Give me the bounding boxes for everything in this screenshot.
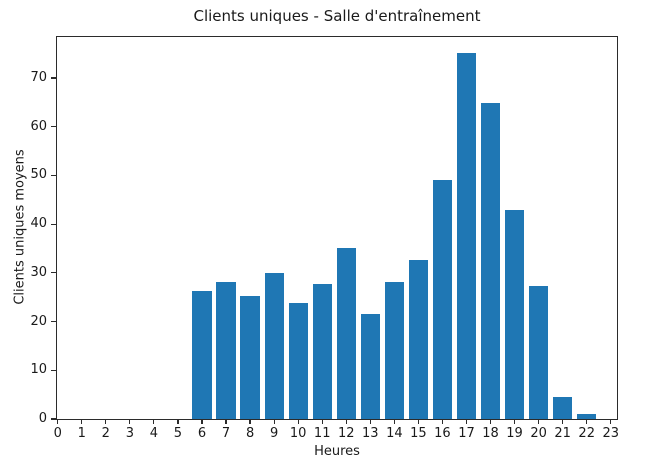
chart-title: Clients uniques - Salle d'entraînement [193, 7, 481, 25]
x-tick-label-1: 1 [77, 426, 86, 441]
x-tick-mark-2 [105, 420, 107, 424]
bar-hour-18 [480, 102, 501, 419]
y-tick-mark-50 [51, 174, 56, 176]
x-tick-label-11: 11 [313, 426, 331, 441]
bar-hour-17 [456, 53, 477, 419]
x-tick-mark-6 [201, 420, 203, 424]
x-tick-label-16: 16 [434, 426, 451, 441]
x-tick-mark-4 [153, 420, 155, 424]
y-tick-label-10: 10 [30, 362, 47, 378]
x-tick-mark-0 [57, 420, 59, 424]
x-tick-label-21: 21 [554, 426, 571, 441]
bar-hour-13 [360, 313, 380, 419]
y-tick-mark-40 [51, 223, 56, 225]
y-tick-mark-20 [51, 320, 56, 323]
x-tick-label-15: 15 [410, 426, 427, 441]
x-tick-mark-18 [489, 420, 492, 424]
x-tick-mark-1 [81, 420, 83, 424]
y-tick-mark-10 [51, 369, 56, 371]
x-tick-mark-19 [513, 420, 516, 424]
x-tick-mark-7 [225, 420, 227, 424]
bar-hour-8 [240, 296, 260, 419]
x-tick-label-4: 4 [149, 426, 159, 441]
x-tick-label-20: 20 [530, 426, 547, 441]
bar-hour-20 [528, 285, 549, 419]
x-tick-mark-8 [249, 420, 251, 424]
bar-hour-15 [408, 259, 428, 419]
x-tick-label-3: 3 [125, 426, 134, 441]
x-tick-mark-14 [393, 420, 395, 424]
y-tick-label-40: 40 [30, 216, 47, 232]
x-tick-label-9: 9 [269, 426, 279, 441]
bar-hour-11 [312, 284, 332, 419]
x-tick-mark-17 [465, 420, 468, 424]
x-tick-mark-9 [273, 420, 275, 424]
bar-hour-6 [192, 291, 212, 419]
x-tick-label-17: 17 [458, 426, 475, 441]
x-tick-mark-10 [297, 420, 299, 424]
x-tick-label-7: 7 [221, 426, 231, 441]
y-tick-label-70: 70 [30, 69, 47, 85]
x-tick-label-13: 13 [362, 426, 379, 441]
x-tick-label-12: 12 [337, 426, 355, 441]
x-tick-label-23: 23 [602, 426, 619, 441]
x-tick-mark-11 [321, 420, 323, 424]
y-tick-label-20: 20 [30, 313, 47, 329]
bar-hour-10 [288, 303, 308, 419]
y-tick-label-60: 60 [30, 118, 47, 134]
x-tick-label-14: 14 [386, 426, 403, 441]
x-tick-mark-13 [369, 420, 371, 424]
x-tick-label-10: 10 [289, 426, 307, 441]
x-tick-label-8: 8 [245, 426, 255, 441]
y-tick-mark-30 [51, 272, 56, 274]
x-tick-label-0: 0 [53, 426, 62, 441]
bar-hour-16 [432, 180, 453, 419]
x-tick-mark-16 [441, 420, 444, 424]
x-tick-label-22: 22 [578, 426, 595, 441]
bar-hour-9 [264, 273, 284, 419]
x-tick-label-5: 5 [173, 426, 183, 441]
x-tick-mark-5 [177, 420, 179, 424]
x-tick-mark-23 [610, 420, 612, 424]
x-tick-mark-12 [345, 420, 347, 424]
x-tick-mark-22 [586, 420, 588, 424]
plot-area: 0 1 2 3 4 5 6 7 8 9 10 11 12 13 14 15 16 17 18 19 20 21 22 23 0 1… [30, 36, 619, 441]
bar-hour-19 [504, 209, 525, 419]
bar-hour-12 [336, 247, 356, 419]
y-tick-mark-70 [51, 77, 56, 79]
x-tick-label-18: 18 [482, 426, 499, 441]
bar-hour-14 [384, 282, 404, 419]
bar-hour-21 [553, 397, 573, 419]
x-tick-label-2: 2 [101, 426, 110, 441]
x-tick-label-6: 6 [197, 426, 207, 441]
x-tick-mark-20 [538, 420, 540, 424]
y-tick-label-0: 0 [38, 411, 47, 426]
bar-hour-7 [216, 282, 236, 419]
y-tick-mark-0 [51, 418, 56, 420]
x-axis-label: Heures [314, 444, 360, 459]
y-tick-label-50: 50 [30, 167, 47, 183]
x-tick-mark-15 [417, 420, 419, 424]
x-tick-label-19: 19 [506, 426, 523, 441]
y-tick-label-30: 30 [30, 264, 47, 280]
x-tick-mark-3 [129, 420, 131, 424]
x-tick-mark-21 [562, 420, 564, 424]
y-tick-mark-60 [51, 126, 56, 128]
bar-hour-22 [577, 413, 597, 419]
